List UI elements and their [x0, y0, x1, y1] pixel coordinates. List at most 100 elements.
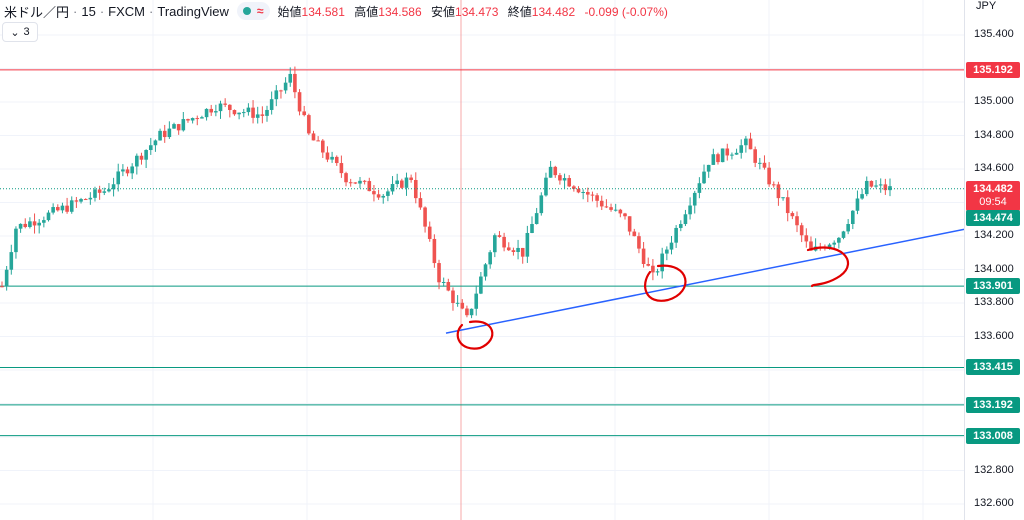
candle-body — [553, 166, 558, 176]
candlestick-chart[interactable] — [0, 0, 964, 520]
candle-body — [409, 177, 413, 181]
candle-body — [683, 214, 688, 225]
candle-body — [878, 184, 883, 186]
candle-body — [669, 242, 674, 250]
candle-body — [130, 166, 134, 174]
candle-body — [339, 163, 344, 174]
candle-body — [400, 180, 404, 188]
candle-body — [223, 103, 227, 105]
candle-body — [274, 90, 279, 100]
candle-body — [325, 152, 330, 160]
price-tick-label: 134.000 — [974, 262, 1014, 275]
candle-body — [827, 244, 832, 249]
chart-area[interactable]: 米ドル／円 · 15 · FXCM · TradingView ≈ 始値134.… — [0, 0, 964, 520]
candle-body — [799, 225, 804, 236]
candle-body — [51, 207, 55, 213]
candle-body — [111, 184, 116, 190]
trend-line — [445, 228, 964, 334]
candle-body — [148, 145, 153, 151]
hand-drawn-circle-annotation — [456, 320, 494, 350]
candle-body — [255, 114, 260, 118]
candle-body — [502, 236, 506, 248]
candle-body — [497, 235, 502, 237]
currency-label[interactable]: JPY — [976, 0, 997, 12]
candle-body — [572, 186, 576, 189]
candle-body — [534, 213, 539, 225]
candle-body — [460, 302, 465, 309]
market-status-pill[interactable]: ≈ — [236, 2, 270, 20]
candle-body — [860, 194, 864, 199]
candle-body — [283, 82, 288, 91]
price-line-label[interactable]: 133.192 — [966, 396, 1020, 413]
price-line-label[interactable]: 133.415 — [966, 359, 1020, 376]
candle-body — [65, 205, 69, 212]
candle-body — [604, 206, 609, 208]
candle-body — [771, 184, 776, 186]
candle-body — [525, 232, 530, 257]
candle-body — [711, 154, 716, 165]
candle-body — [851, 210, 855, 225]
candle-body — [646, 263, 651, 266]
price-tick-label: 134.800 — [974, 128, 1014, 141]
separator: · — [99, 3, 105, 19]
candle-body — [209, 108, 214, 113]
candle-body — [316, 140, 320, 142]
candle-body — [311, 133, 316, 141]
candle-body — [832, 242, 837, 245]
candle-body — [79, 199, 83, 202]
candle-body — [297, 92, 302, 112]
candle-body — [265, 109, 269, 116]
market-open-dot-icon — [242, 7, 251, 15]
interval-label[interactable]: 15 — [81, 3, 96, 19]
price-line-label[interactable]: 135.192 — [966, 61, 1020, 78]
symbol-name[interactable]: 米ドル／円 — [4, 4, 70, 20]
platform-label: TradingView — [157, 3, 229, 19]
candle-body — [293, 73, 297, 93]
candle-body — [167, 128, 172, 138]
candle-body — [651, 265, 655, 273]
indicator-count: 3 — [23, 26, 30, 38]
candle-body — [837, 237, 841, 243]
candle-body — [153, 140, 158, 146]
candle-body — [469, 308, 474, 316]
candle-body — [753, 149, 757, 163]
open-label: 始値 — [277, 4, 302, 19]
candle-body — [874, 185, 878, 187]
price-tick-label: 132.600 — [974, 497, 1014, 509]
candle-body — [181, 119, 186, 131]
candle-body — [511, 250, 516, 252]
candle-body — [344, 173, 348, 183]
price-tick-label: 133.800 — [974, 296, 1014, 308]
candle-body — [613, 209, 618, 211]
candle-body — [0, 286, 4, 288]
candle-body — [88, 197, 93, 200]
candle-body — [381, 195, 386, 198]
candle-body — [107, 189, 111, 192]
candle-body — [483, 264, 488, 277]
hand-drawn-circle-annotation — [644, 264, 687, 302]
candle-body — [279, 90, 283, 92]
candle-body — [762, 162, 767, 168]
candle-body — [162, 130, 167, 138]
candle-body — [692, 192, 697, 206]
candle-body — [781, 197, 785, 199]
candle-body — [186, 119, 190, 121]
price-line-label[interactable]: 133.901 — [966, 278, 1020, 295]
candle-body — [218, 103, 223, 112]
candle-body — [172, 124, 176, 129]
candle-body — [451, 290, 455, 304]
candle-body — [637, 236, 641, 249]
candle-body — [744, 138, 748, 146]
candle-body — [302, 111, 306, 116]
price-line-label[interactable]: 133.008 — [966, 427, 1020, 444]
candle-body — [60, 205, 65, 211]
candle-body — [623, 213, 627, 217]
candle-body — [176, 124, 181, 131]
indicators-toggle-button[interactable]: ⌄ 3 — [2, 22, 38, 42]
current-price-value: 134.482 — [973, 182, 1013, 195]
candle-body — [358, 180, 362, 184]
separator: · — [149, 3, 154, 19]
candle-body — [37, 222, 41, 226]
candle-body — [725, 148, 730, 156]
candle-body — [790, 213, 795, 217]
